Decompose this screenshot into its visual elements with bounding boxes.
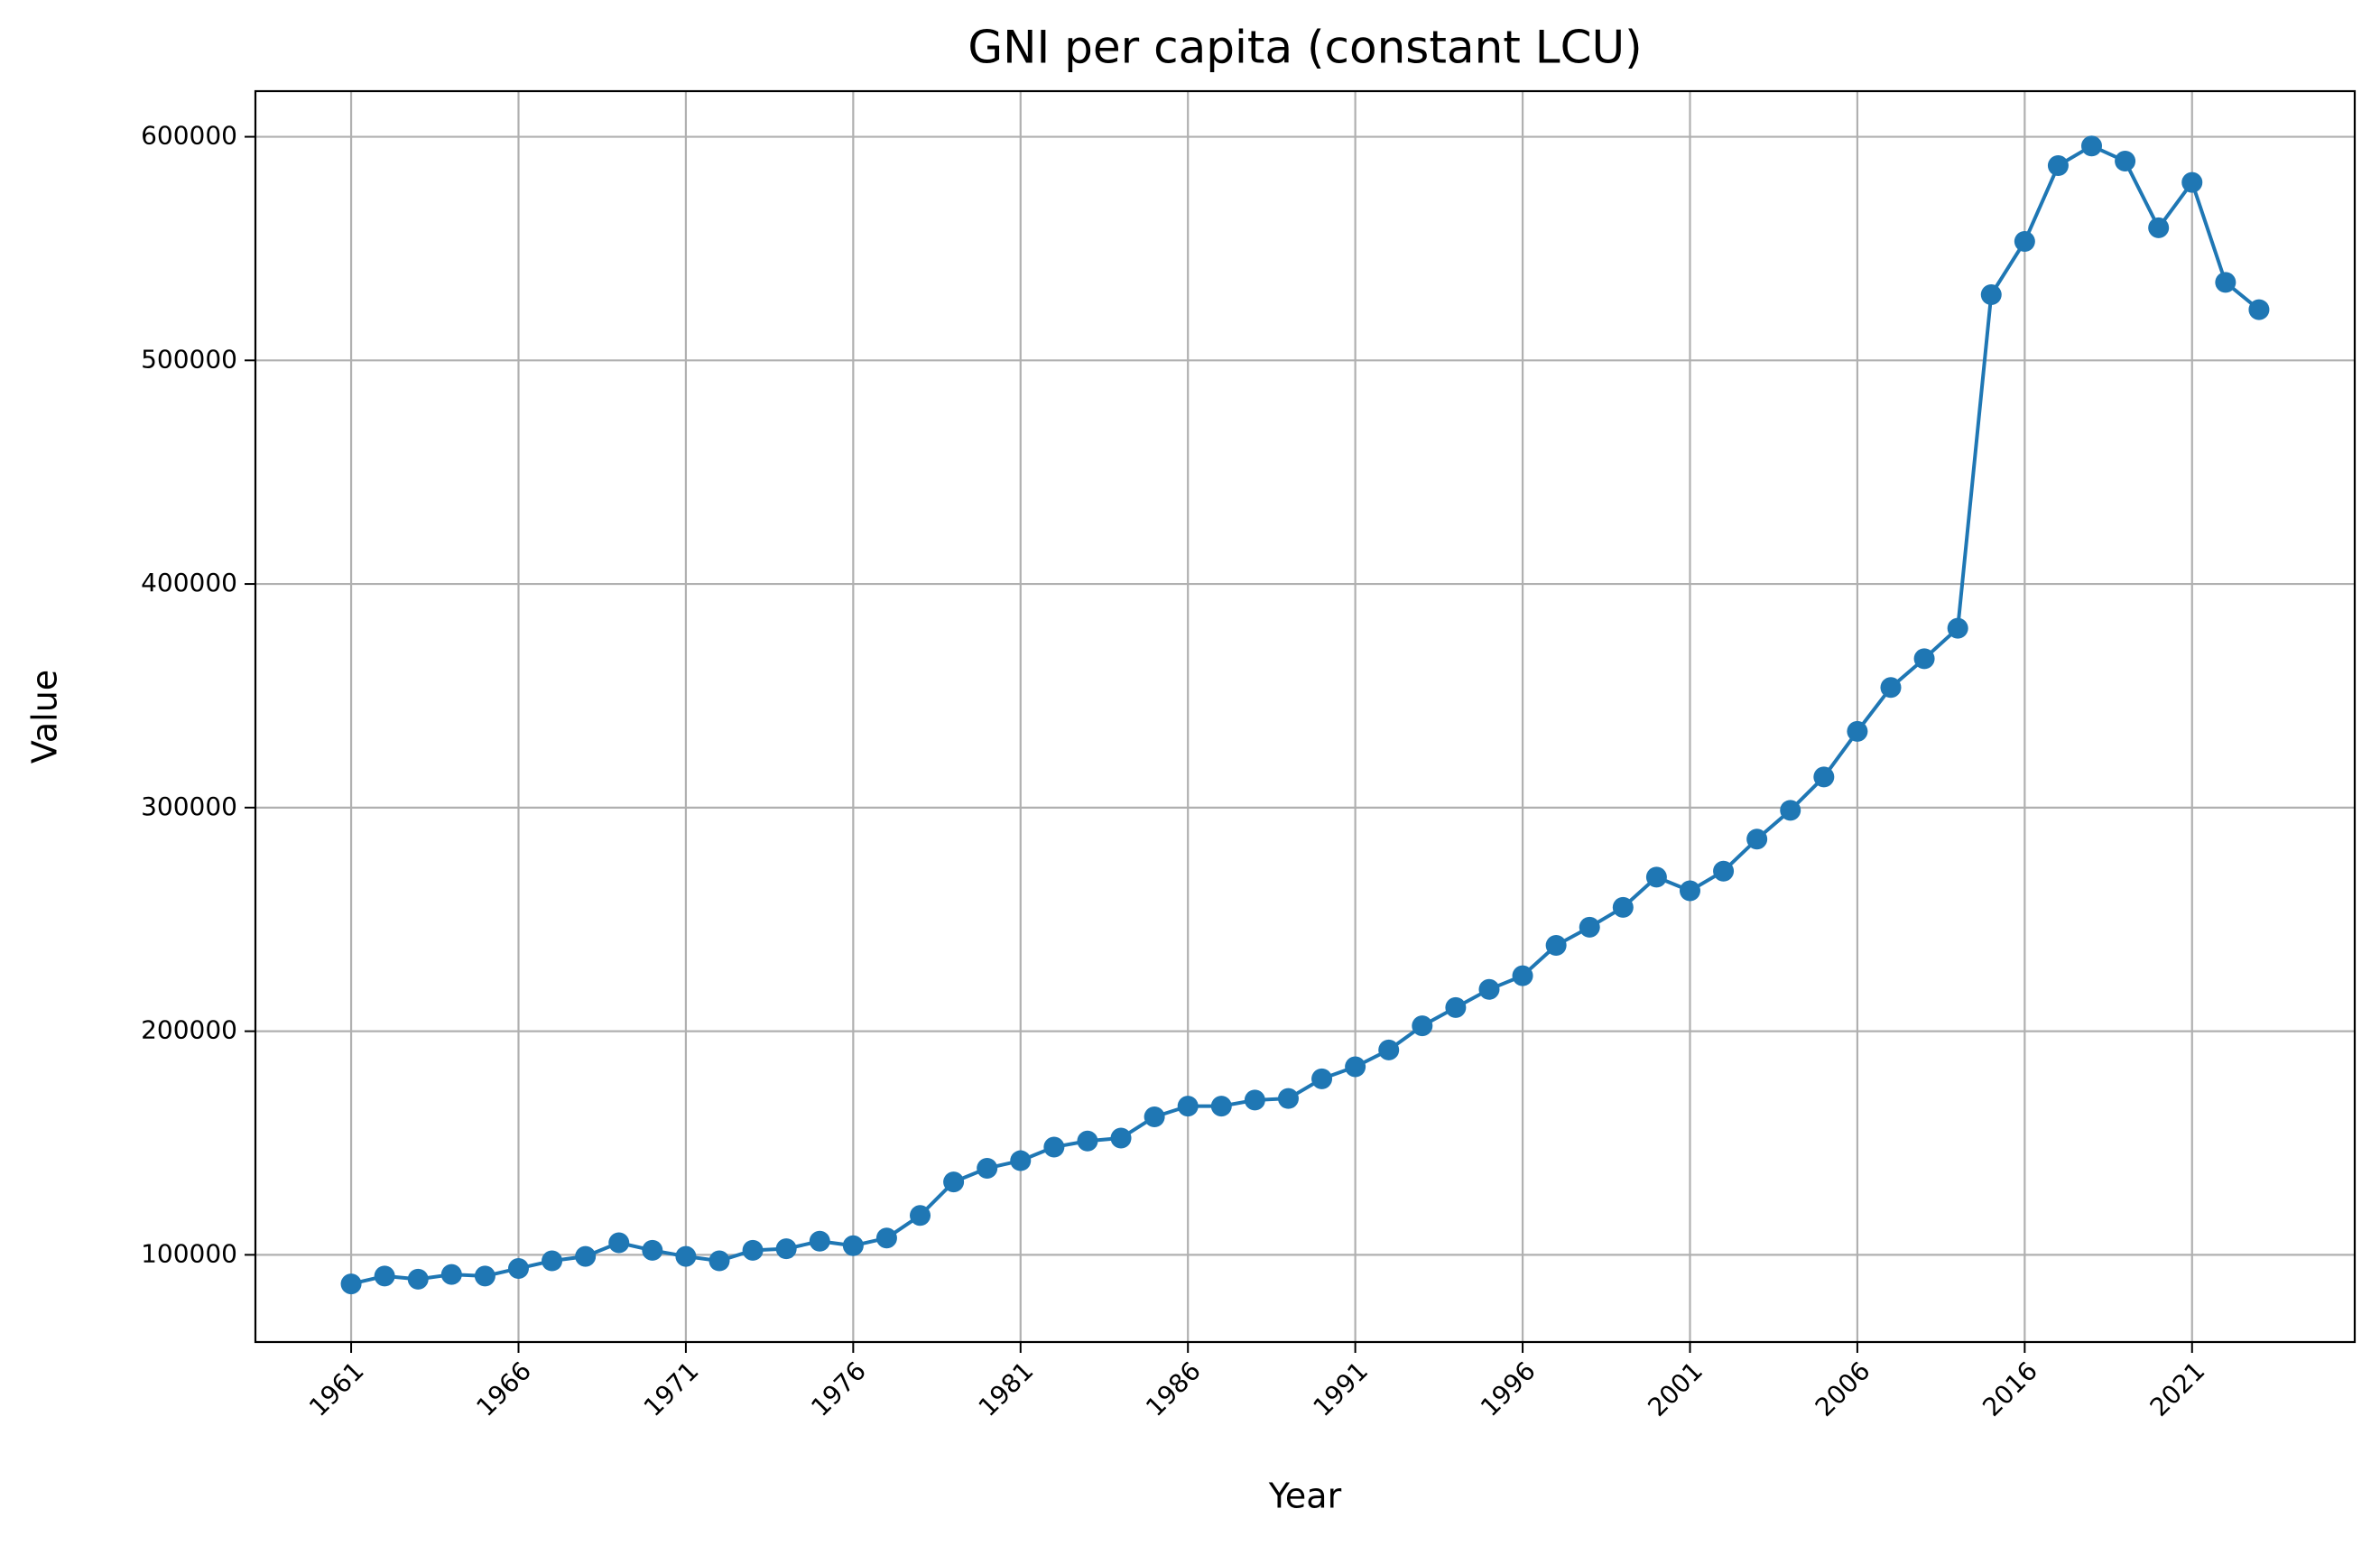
data-point (2181, 171, 2203, 193)
data-point (1679, 880, 1700, 902)
data-point (1177, 1096, 1199, 1117)
data-point (1980, 283, 2002, 305)
data-point (1110, 1127, 1132, 1149)
data-point (1780, 800, 1801, 821)
data-point (1512, 965, 1533, 986)
data-point (1244, 1089, 1265, 1111)
data-point (1746, 829, 1768, 850)
y-tick-label: 100000 (141, 1238, 237, 1268)
data-point (943, 1171, 965, 1193)
y-tick-label: 400000 (141, 568, 237, 597)
data-point (1378, 1039, 1400, 1060)
data-point (2014, 230, 2035, 252)
y-tick-label: 600000 (141, 121, 237, 151)
data-point (1478, 978, 1500, 1000)
data-point (2081, 135, 2103, 157)
data-point (742, 1239, 764, 1261)
data-point (1077, 1130, 1098, 1152)
data-point (708, 1250, 730, 1272)
data-point (1311, 1068, 1333, 1089)
data-point (542, 1250, 563, 1272)
series-line (350, 143, 2261, 1286)
data-point (1880, 677, 1902, 699)
data-point (875, 1227, 897, 1249)
data-point (1144, 1106, 1165, 1128)
data-point (910, 1205, 931, 1227)
data-point (1043, 1136, 1065, 1158)
data-point (1645, 866, 1667, 888)
data-point (1713, 860, 1735, 882)
data-point (809, 1230, 830, 1252)
data-point (1345, 1056, 1366, 1078)
data-point (2215, 272, 2236, 293)
plot-frame (254, 89, 2357, 1344)
data-point (977, 1157, 998, 1179)
data-point (642, 1239, 663, 1261)
data-point (474, 1265, 495, 1287)
data-point (507, 1257, 529, 1279)
grid (255, 91, 2355, 1342)
data-point (1210, 1096, 1232, 1117)
data-point (1277, 1088, 1299, 1109)
data-point (440, 1264, 462, 1285)
data-point (374, 1265, 395, 1287)
data-point (608, 1232, 630, 1254)
data-point (675, 1245, 697, 1267)
data-point (1445, 996, 1467, 1018)
data-point (1579, 916, 1600, 938)
y-axis-label: Value (25, 670, 65, 764)
data-point (1947, 617, 1968, 639)
data-point (2148, 217, 2170, 238)
data-point (1813, 766, 1835, 788)
y-tick-label: 500000 (141, 344, 237, 374)
data-point (842, 1235, 864, 1256)
data-point (575, 1245, 597, 1267)
chart-title: GNI per capita (constant LCU) (968, 22, 1642, 74)
data-point (2115, 151, 2136, 172)
data-point (1010, 1150, 1032, 1171)
data-point (1913, 648, 1935, 670)
data-point (2047, 155, 2069, 177)
data-point (775, 1238, 797, 1260)
data-point (407, 1268, 429, 1290)
data-point (1412, 1015, 1433, 1037)
x-axis-label: Year (1268, 1477, 1342, 1516)
data-point (1545, 934, 1567, 956)
data-point (1847, 720, 1868, 742)
y-tick-label: 200000 (141, 1015, 237, 1045)
data-point (340, 1273, 362, 1295)
y-tick-label: 300000 (141, 792, 237, 821)
data-point (2248, 299, 2270, 320)
data-point (1612, 896, 1634, 918)
